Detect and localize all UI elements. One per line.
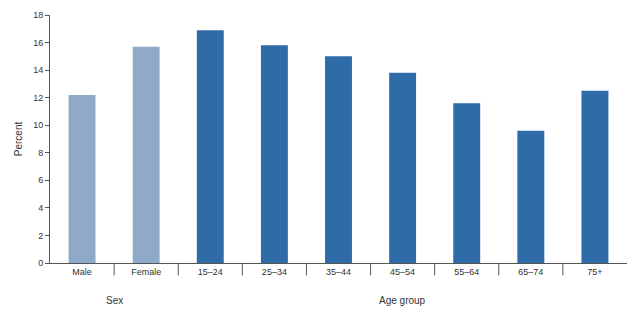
svg-text:25–34: 25–34 bbox=[262, 267, 287, 277]
svg-text:45–54: 45–54 bbox=[390, 267, 415, 277]
svg-text:15–24: 15–24 bbox=[198, 267, 223, 277]
svg-text:2: 2 bbox=[38, 231, 43, 241]
svg-text:16: 16 bbox=[33, 38, 43, 48]
svg-text:55–64: 55–64 bbox=[454, 267, 479, 277]
svg-text:6: 6 bbox=[38, 175, 43, 185]
svg-text:0: 0 bbox=[38, 258, 43, 268]
svg-text:14: 14 bbox=[33, 65, 43, 75]
svg-text:Age group: Age group bbox=[379, 295, 426, 306]
svg-text:10: 10 bbox=[33, 120, 43, 130]
svg-text:75+: 75+ bbox=[587, 267, 602, 277]
svg-text:18: 18 bbox=[33, 10, 43, 20]
svg-text:35–44: 35–44 bbox=[326, 267, 351, 277]
svg-text:Male: Male bbox=[72, 267, 92, 277]
svg-text:Percent: Percent bbox=[13, 122, 24, 157]
svg-text:Female: Female bbox=[131, 267, 161, 277]
svg-text:4: 4 bbox=[38, 203, 43, 213]
svg-text:65–74: 65–74 bbox=[518, 267, 543, 277]
svg-text:8: 8 bbox=[38, 148, 43, 158]
svg-text:Sex: Sex bbox=[106, 295, 123, 306]
svg-text:12: 12 bbox=[33, 93, 43, 103]
